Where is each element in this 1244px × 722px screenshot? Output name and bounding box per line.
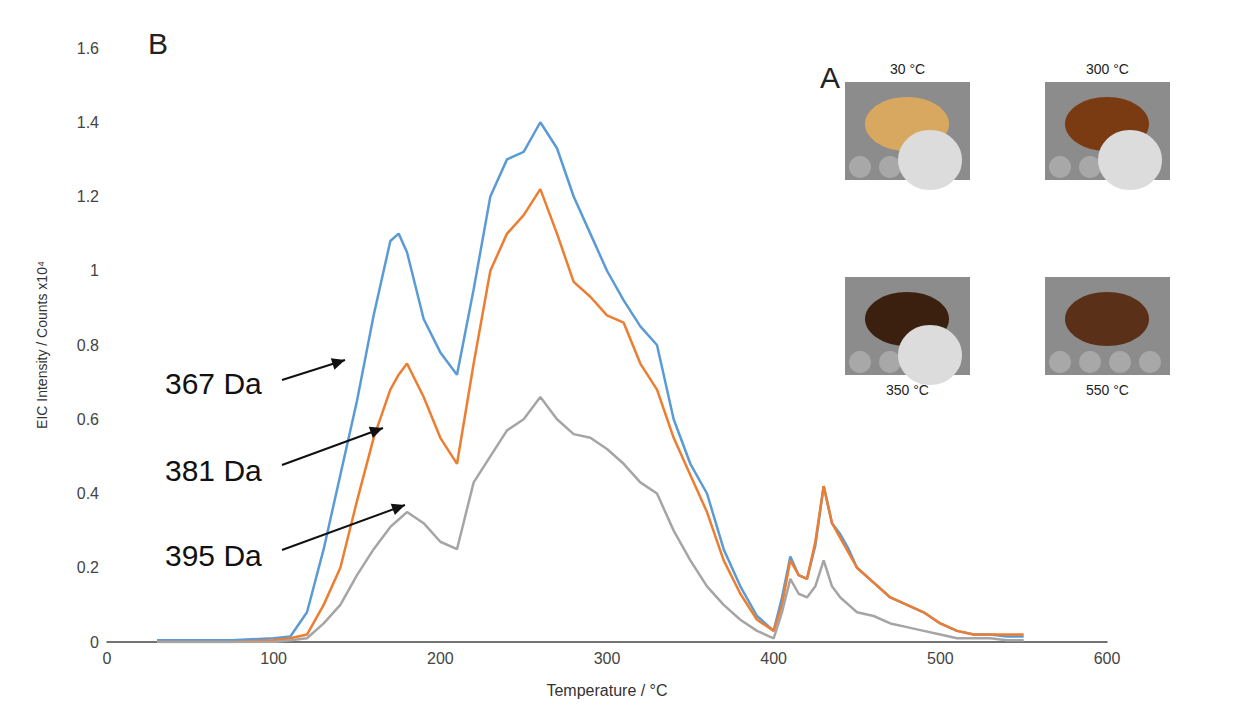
svg-text:0.4: 0.4 bbox=[77, 485, 99, 502]
svg-text:300 °C: 300 °C bbox=[1086, 61, 1129, 77]
svg-text:600: 600 bbox=[1094, 650, 1121, 667]
svg-text:500: 500 bbox=[927, 650, 954, 667]
svg-text:100: 100 bbox=[260, 650, 287, 667]
svg-text:A: A bbox=[820, 61, 840, 94]
svg-text:0.2: 0.2 bbox=[77, 559, 99, 576]
svg-text:0.8: 0.8 bbox=[77, 337, 99, 354]
svg-text:1: 1 bbox=[90, 262, 99, 279]
svg-text:300: 300 bbox=[594, 650, 621, 667]
svg-text:30 °C: 30 °C bbox=[890, 61, 925, 77]
svg-text:350 °C: 350 °C bbox=[886, 382, 929, 398]
svg-text:1.4: 1.4 bbox=[77, 114, 99, 131]
svg-text:EIC Intensity / Counts x10⁴: EIC Intensity / Counts x10⁴ bbox=[34, 261, 50, 429]
svg-text:B: B bbox=[148, 27, 168, 60]
svg-text:1.6: 1.6 bbox=[77, 40, 99, 57]
svg-text:0.6: 0.6 bbox=[77, 411, 99, 428]
svg-text:381 Da: 381 Da bbox=[165, 454, 262, 487]
svg-text:0: 0 bbox=[90, 634, 99, 651]
svg-text:1.2: 1.2 bbox=[77, 188, 99, 205]
svg-text:400: 400 bbox=[760, 650, 787, 667]
svg-text:367 Da: 367 Da bbox=[165, 367, 262, 400]
svg-text:395 Da: 395 Da bbox=[165, 539, 262, 572]
svg-text:200: 200 bbox=[427, 650, 454, 667]
svg-text:550 °C: 550 °C bbox=[1086, 382, 1129, 398]
svg-text:0: 0 bbox=[103, 650, 112, 667]
svg-text:Temperature / °C: Temperature / °C bbox=[546, 682, 667, 699]
